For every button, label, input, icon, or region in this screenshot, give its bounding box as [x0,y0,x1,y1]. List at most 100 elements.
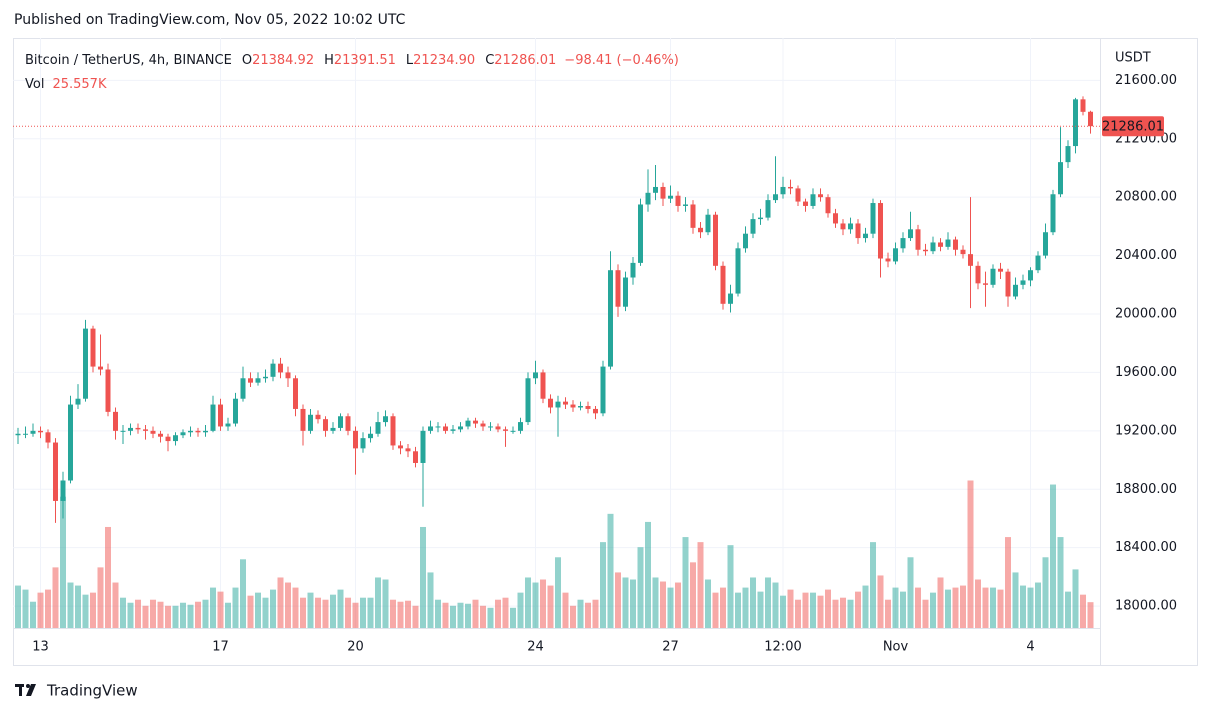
candle-body [443,426,448,431]
y-tick-label: 18000.00 [1115,599,1177,614]
candle-body [720,265,726,304]
chart-frame [13,38,1198,666]
volume-bar [832,599,839,628]
volume-bar [240,559,246,628]
candle-body [210,404,216,431]
volume-bar [315,597,321,628]
volume-bar [952,587,959,628]
volume-bar [307,592,314,628]
volume-bar [645,521,651,628]
candle-body [203,430,208,433]
candle-body [90,328,96,367]
candle-body [668,195,673,199]
legend-key: C [485,53,494,68]
volume-bar [390,599,396,628]
volume-bar [450,605,456,628]
volume-bar [945,589,951,628]
candle-body [938,242,943,247]
volume-bar [600,542,606,628]
legend-key: O [242,53,252,68]
candle-body [885,258,891,262]
candle-body [758,217,763,220]
volume-bar [540,579,546,628]
volume-bar [682,537,689,628]
volume-bar [495,599,501,628]
volume-bar [435,599,441,628]
candle-body [1050,194,1056,233]
legend-key: H [324,53,334,68]
symbol: Bitcoin / TetherUS, 4h, BINANCE [25,53,232,68]
candle-body [833,213,838,224]
candle-body [540,372,546,399]
volume-bar [1080,594,1086,628]
volume-bar [60,496,66,628]
candle-body [630,262,636,278]
volume-bar [630,579,636,628]
volume-bar [577,599,584,628]
candle-body [533,372,538,379]
volume-bar [705,579,711,628]
candle-body [38,430,43,433]
candle-body [990,268,996,285]
volume-value: 25.557K [52,77,106,92]
candle-body [345,416,351,431]
candle-body [128,427,133,431]
candle-body [150,430,156,434]
volume-bar [337,589,344,628]
y-tick-label: 18800.00 [1115,482,1177,497]
candle-body [1043,232,1048,256]
volume-bar [405,600,411,628]
volume-bar [232,587,239,628]
candle-body [390,416,396,446]
volume-bar [397,601,404,628]
volume-bar [525,577,531,628]
candle-body [690,204,696,228]
candle-body [480,423,486,427]
y-tick-label: 20400.00 [1115,248,1177,263]
volume-bar [877,575,884,628]
volume-bar [885,599,891,628]
candle-body [893,248,898,262]
candle-body [960,249,966,255]
last-price-label: 21286.01 [1102,120,1164,135]
candle-body [300,408,306,431]
x-tick-label: 4 [1026,640,1034,655]
x-tick-label: 27 [662,640,679,655]
volume-bar [150,599,156,628]
header: Published on TradingView.com, Nov 05, 20… [14,12,406,28]
candle-body [765,200,771,218]
candle-body [158,433,163,437]
volume-bar [1057,537,1064,628]
candle-body [908,229,913,239]
candle-body [15,433,21,436]
legend-value: 21234.90 [413,53,475,68]
candle-body [555,401,561,408]
volume-bar [742,587,749,628]
volume-bar [172,605,179,628]
candle-body [900,238,906,249]
volume-bar [52,567,59,628]
candle-body [870,203,876,234]
currency: USDT [1115,51,1151,66]
candle-body [945,239,951,247]
candle-body [495,426,501,430]
volume-bar [217,591,224,628]
volume-bar [922,599,929,628]
candle-body [660,186,666,199]
candle-body [1013,284,1018,297]
volume-bar [907,557,914,628]
logo-shape [26,684,30,688]
volume-bar [487,607,494,628]
volume-bar [930,592,936,628]
candle-body [195,430,201,433]
volume-bar [727,545,734,628]
volume-bar [840,597,846,628]
candle-body [975,265,981,284]
candle-body [953,239,958,250]
volume-bar [517,592,524,628]
volume-bar [855,591,861,628]
candle-body [1035,255,1041,271]
candle-body [23,433,28,435]
legend: Bitcoin / TetherUS, 4h, BINANCE O21384.92… [25,53,679,68]
volume-bar [375,577,381,628]
